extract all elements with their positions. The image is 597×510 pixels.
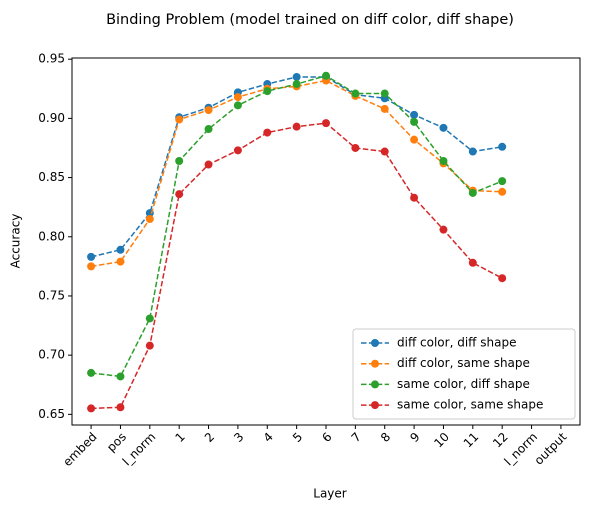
- data-point: [233, 101, 242, 110]
- x-axis-label: Layer: [313, 487, 347, 501]
- data-point: [233, 146, 242, 155]
- y-tick-label: 0.90: [38, 111, 65, 125]
- data-point: [410, 117, 419, 126]
- x-tick-label: 2: [202, 430, 217, 445]
- y-tick-label: 0.65: [38, 407, 65, 421]
- chart-title: Binding Problem (model trained on diff c…: [106, 12, 514, 28]
- x-tick-label: 1: [172, 430, 187, 445]
- x-tick-label: 3: [231, 430, 246, 445]
- data-point: [351, 143, 360, 152]
- data-point: [410, 110, 419, 119]
- data-point: [145, 314, 154, 323]
- data-point: [498, 177, 507, 186]
- legend-box: [352, 328, 576, 420]
- x-tick-label: 6: [319, 430, 334, 445]
- data-point: [468, 147, 477, 156]
- x-tick-label: 4: [261, 430, 276, 445]
- x-tick-label: 10: [431, 430, 452, 451]
- data-point: [292, 80, 301, 89]
- data-point: [175, 190, 184, 199]
- data-point: [498, 187, 507, 196]
- series-line: [90, 79, 503, 268]
- legend-marker: [371, 359, 379, 368]
- data-point: [116, 403, 125, 412]
- legend-marker: [371, 380, 379, 389]
- data-point: [87, 368, 96, 377]
- data-point: [87, 252, 96, 261]
- data-point: [322, 71, 330, 80]
- data-point: [175, 156, 184, 165]
- data-point: [410, 135, 419, 144]
- data-point: [233, 93, 242, 102]
- x-tick-label: 11: [461, 430, 482, 451]
- data-point: [263, 128, 272, 137]
- data-point: [116, 245, 125, 254]
- data-point: [204, 106, 213, 115]
- data-point: [175, 115, 184, 124]
- x-tick-label: output: [532, 429, 570, 467]
- data-point: [439, 225, 448, 234]
- x-tick-label: 12: [490, 430, 511, 451]
- data-point: [410, 193, 419, 202]
- data-point: [292, 122, 301, 131]
- legend-label: same color, same shape: [397, 398, 543, 412]
- x-tick-label: pos: [104, 430, 129, 455]
- x-tick-label: embed: [60, 430, 99, 469]
- data-point: [145, 341, 154, 350]
- legend-label: same color, diff shape: [397, 377, 530, 391]
- x-tick-label: 7: [349, 430, 364, 445]
- x-tick-label: 5: [290, 430, 305, 445]
- data-point: [116, 372, 125, 381]
- x-tick-label: l_norm: [120, 430, 159, 469]
- data-point: [498, 142, 507, 151]
- data-point: [263, 87, 272, 96]
- data-point: [439, 123, 448, 132]
- data-point: [204, 125, 213, 134]
- data-point: [145, 215, 154, 224]
- legend-label: diff color, same shape: [397, 356, 530, 370]
- y-tick-label: 0.85: [38, 170, 65, 184]
- x-tick-label: 8: [378, 430, 393, 445]
- y-tick-label: 0.80: [38, 229, 65, 243]
- legend-marker: [371, 339, 379, 347]
- x-tick-label: l_norm: [501, 430, 540, 469]
- y-tick-label: 0.70: [38, 348, 65, 362]
- y-tick-label: 0.95: [38, 52, 65, 66]
- data-point: [468, 188, 477, 197]
- y-tick-label: 0.75: [38, 288, 65, 302]
- data-point: [351, 89, 360, 98]
- y-axis-label: Accuracy: [9, 214, 23, 269]
- data-point: [322, 119, 330, 128]
- data-point: [498, 274, 507, 283]
- data-point: [380, 89, 389, 98]
- data-point: [87, 404, 96, 413]
- data-point: [87, 262, 96, 271]
- x-tick-label: 9: [407, 430, 422, 445]
- data-point: [380, 104, 389, 113]
- data-point: [439, 156, 448, 165]
- legend-label: diff color, diff shape: [397, 336, 516, 350]
- data-point: [292, 72, 301, 81]
- data-point: [468, 258, 477, 267]
- data-point: [204, 160, 213, 169]
- data-point: [116, 257, 125, 266]
- legend-marker: [371, 401, 379, 410]
- data-point: [380, 147, 389, 156]
